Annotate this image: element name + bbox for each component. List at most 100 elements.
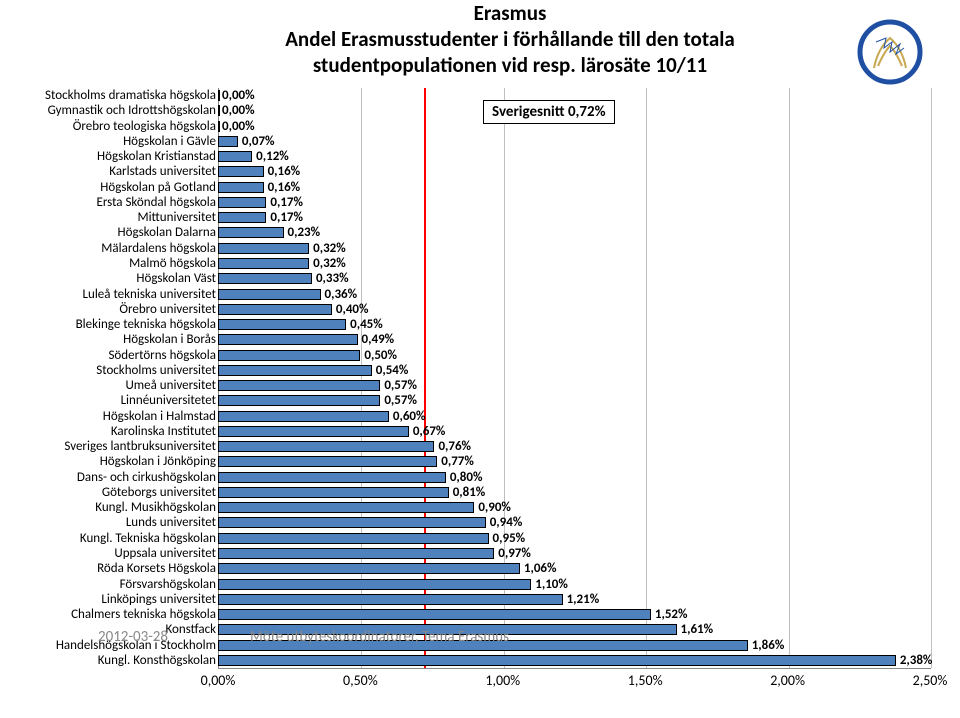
bar xyxy=(218,304,332,315)
category-label: Försvarshögskolan xyxy=(0,578,216,591)
category-label: Högskolan på Gotland xyxy=(0,181,216,194)
bar xyxy=(218,121,220,132)
category-label: Högskolan Kristianstad xyxy=(0,150,216,163)
chart-row: Kungl. Konsthögskolan2,38% xyxy=(0,653,960,668)
value-label: 0,50% xyxy=(364,349,397,362)
value-label: 0,57% xyxy=(384,394,417,407)
bar xyxy=(218,472,446,483)
value-label: 0,23% xyxy=(288,226,321,239)
bar xyxy=(218,487,449,498)
category-label: Mälardalens högskola xyxy=(0,242,216,255)
category-label: Lunds universitet xyxy=(0,516,216,529)
category-label: Dans- och cirkushögskolan xyxy=(0,471,216,484)
category-label: Linnéuniversitetet xyxy=(0,394,216,407)
footer-text: Möte utbyteskoordinatorer, Tema Erasmus xyxy=(250,628,509,646)
value-label: 0,00% xyxy=(222,120,255,133)
category-label: Uppsala universitet xyxy=(0,547,216,560)
category-label: Sveriges lantbruksuniversitet xyxy=(0,440,216,453)
category-label: Kungl. Musikhögskolan xyxy=(0,501,216,514)
value-label: 0,17% xyxy=(270,196,303,209)
value-label: 0,17% xyxy=(270,211,303,224)
category-label: Högskolan i Borås xyxy=(0,333,216,346)
chart-row: Gymnastik och Idrottshögskolan0,00% xyxy=(0,103,960,118)
chart-row: Linnéuniversitetet 0,57% xyxy=(0,393,960,408)
bar xyxy=(218,182,264,193)
bar xyxy=(218,151,252,162)
category-label: Kungl. Tekniska högskolan xyxy=(0,532,216,545)
bar xyxy=(218,594,563,605)
chart-row: Örebro universitet0,40% xyxy=(0,302,960,317)
chart-row: Linköpings universitet1,21% xyxy=(0,592,960,607)
value-label: 0,00% xyxy=(222,89,255,102)
value-label: 0,67% xyxy=(413,425,446,438)
x-tick-label: 1,50% xyxy=(628,672,663,689)
value-label: 0,00% xyxy=(222,104,255,117)
category-label: Malmö högskola xyxy=(0,257,216,270)
slide: Erasmus Andel Erasmusstudenter i förhåll… xyxy=(0,0,960,718)
value-label: 0,94% xyxy=(490,516,523,529)
value-label: 0,76% xyxy=(438,440,471,453)
category-label: Ersta Sköndal högskola xyxy=(0,196,216,209)
value-label: 0,57% xyxy=(384,379,417,392)
chart-row: Mälardalens högskola 0,32% xyxy=(0,241,960,256)
chart-row: Mittuniversitet 0,17% xyxy=(0,210,960,225)
chart-row: Röda Korsets Högskola1,06% xyxy=(0,561,960,576)
chart-row: Chalmers tekniska högskola1,52% xyxy=(0,607,960,622)
category-label: Högskolan Väst xyxy=(0,272,216,285)
category-label: Högskolan i Halmstad xyxy=(0,410,216,423)
x-tick-label: 0,00% xyxy=(201,672,236,689)
chart-row: Dans- och cirkushögskolan0,80% xyxy=(0,470,960,485)
category-label: Röda Korsets Högskola xyxy=(0,562,216,575)
category-label: Örebro teologiska högskola xyxy=(0,120,216,133)
value-label: 1,61% xyxy=(681,623,714,636)
bar xyxy=(218,380,380,391)
footer-date: 2012-03-28 xyxy=(98,628,168,646)
bar xyxy=(218,105,220,116)
bar xyxy=(218,319,346,330)
chart-row: Karolinska Institutet0,67% xyxy=(0,424,960,439)
bar xyxy=(218,456,437,467)
chart-row: Högskolan Dalarna0,23% xyxy=(0,225,960,240)
value-label: 0,07% xyxy=(242,135,275,148)
value-label: 1,21% xyxy=(567,593,600,606)
category-label: Blekinge tekniska högskola xyxy=(0,318,216,331)
category-label: Högskolan i Gävle xyxy=(0,135,216,148)
chart-row: Högskolan på Gotland 0,16% xyxy=(0,180,960,195)
bar xyxy=(218,411,389,422)
category-label: Örebro universitet xyxy=(0,303,216,316)
chart-row: Ersta Sköndal högskola 0,17% xyxy=(0,195,960,210)
value-label: 0,16% xyxy=(268,181,301,194)
chart-row: Luleå tekniska universitet 0,36% xyxy=(0,286,960,301)
category-label: Mittuniversitet xyxy=(0,211,216,224)
x-axis-ticks: 0,00%0,50%1,00%1,50%2,00%2,50% xyxy=(218,670,930,694)
value-label: 0,77% xyxy=(441,455,474,468)
value-label: 0,33% xyxy=(316,272,349,285)
category-label: Södertörns högskola xyxy=(0,349,216,362)
value-label: 0,97% xyxy=(498,547,531,560)
chart-row: Högskolan Kristianstad0,12% xyxy=(0,149,960,164)
chart-row: Karlstads universitet0,16% xyxy=(0,164,960,179)
chart-row: Göteborgs universitet0,81% xyxy=(0,485,960,500)
title-line2: Andel Erasmusstudenter i förhållande til… xyxy=(230,26,790,78)
bar xyxy=(218,441,434,452)
chart-row: Högskolan i Borås0,49% xyxy=(0,332,960,347)
bar xyxy=(218,548,494,559)
value-label: 0,81% xyxy=(453,486,486,499)
bar xyxy=(218,365,372,376)
chart-row: Stockholms universitet0,54% xyxy=(0,363,960,378)
bar xyxy=(218,579,531,590)
category-label: Kungl. Konsthögskolan xyxy=(0,654,216,667)
value-label: 1,10% xyxy=(535,578,568,591)
chart-row: Stockholms dramatiska högskola 0,00% xyxy=(0,88,960,103)
value-label: 0,36% xyxy=(325,288,358,301)
university-logo-icon xyxy=(856,18,924,86)
bar xyxy=(218,243,309,254)
category-label: Luleå tekniska universitet xyxy=(0,288,216,301)
category-label: Stockholms dramatiska högskola xyxy=(0,89,216,102)
chart-row: Lunds universitet 0,94% xyxy=(0,515,960,530)
bar xyxy=(218,197,266,208)
chart-title: Erasmus Andel Erasmusstudenter i förhåll… xyxy=(230,0,790,78)
value-label: 0,32% xyxy=(313,242,346,255)
category-label: Umeå universitet xyxy=(0,379,216,392)
bar xyxy=(218,289,321,300)
